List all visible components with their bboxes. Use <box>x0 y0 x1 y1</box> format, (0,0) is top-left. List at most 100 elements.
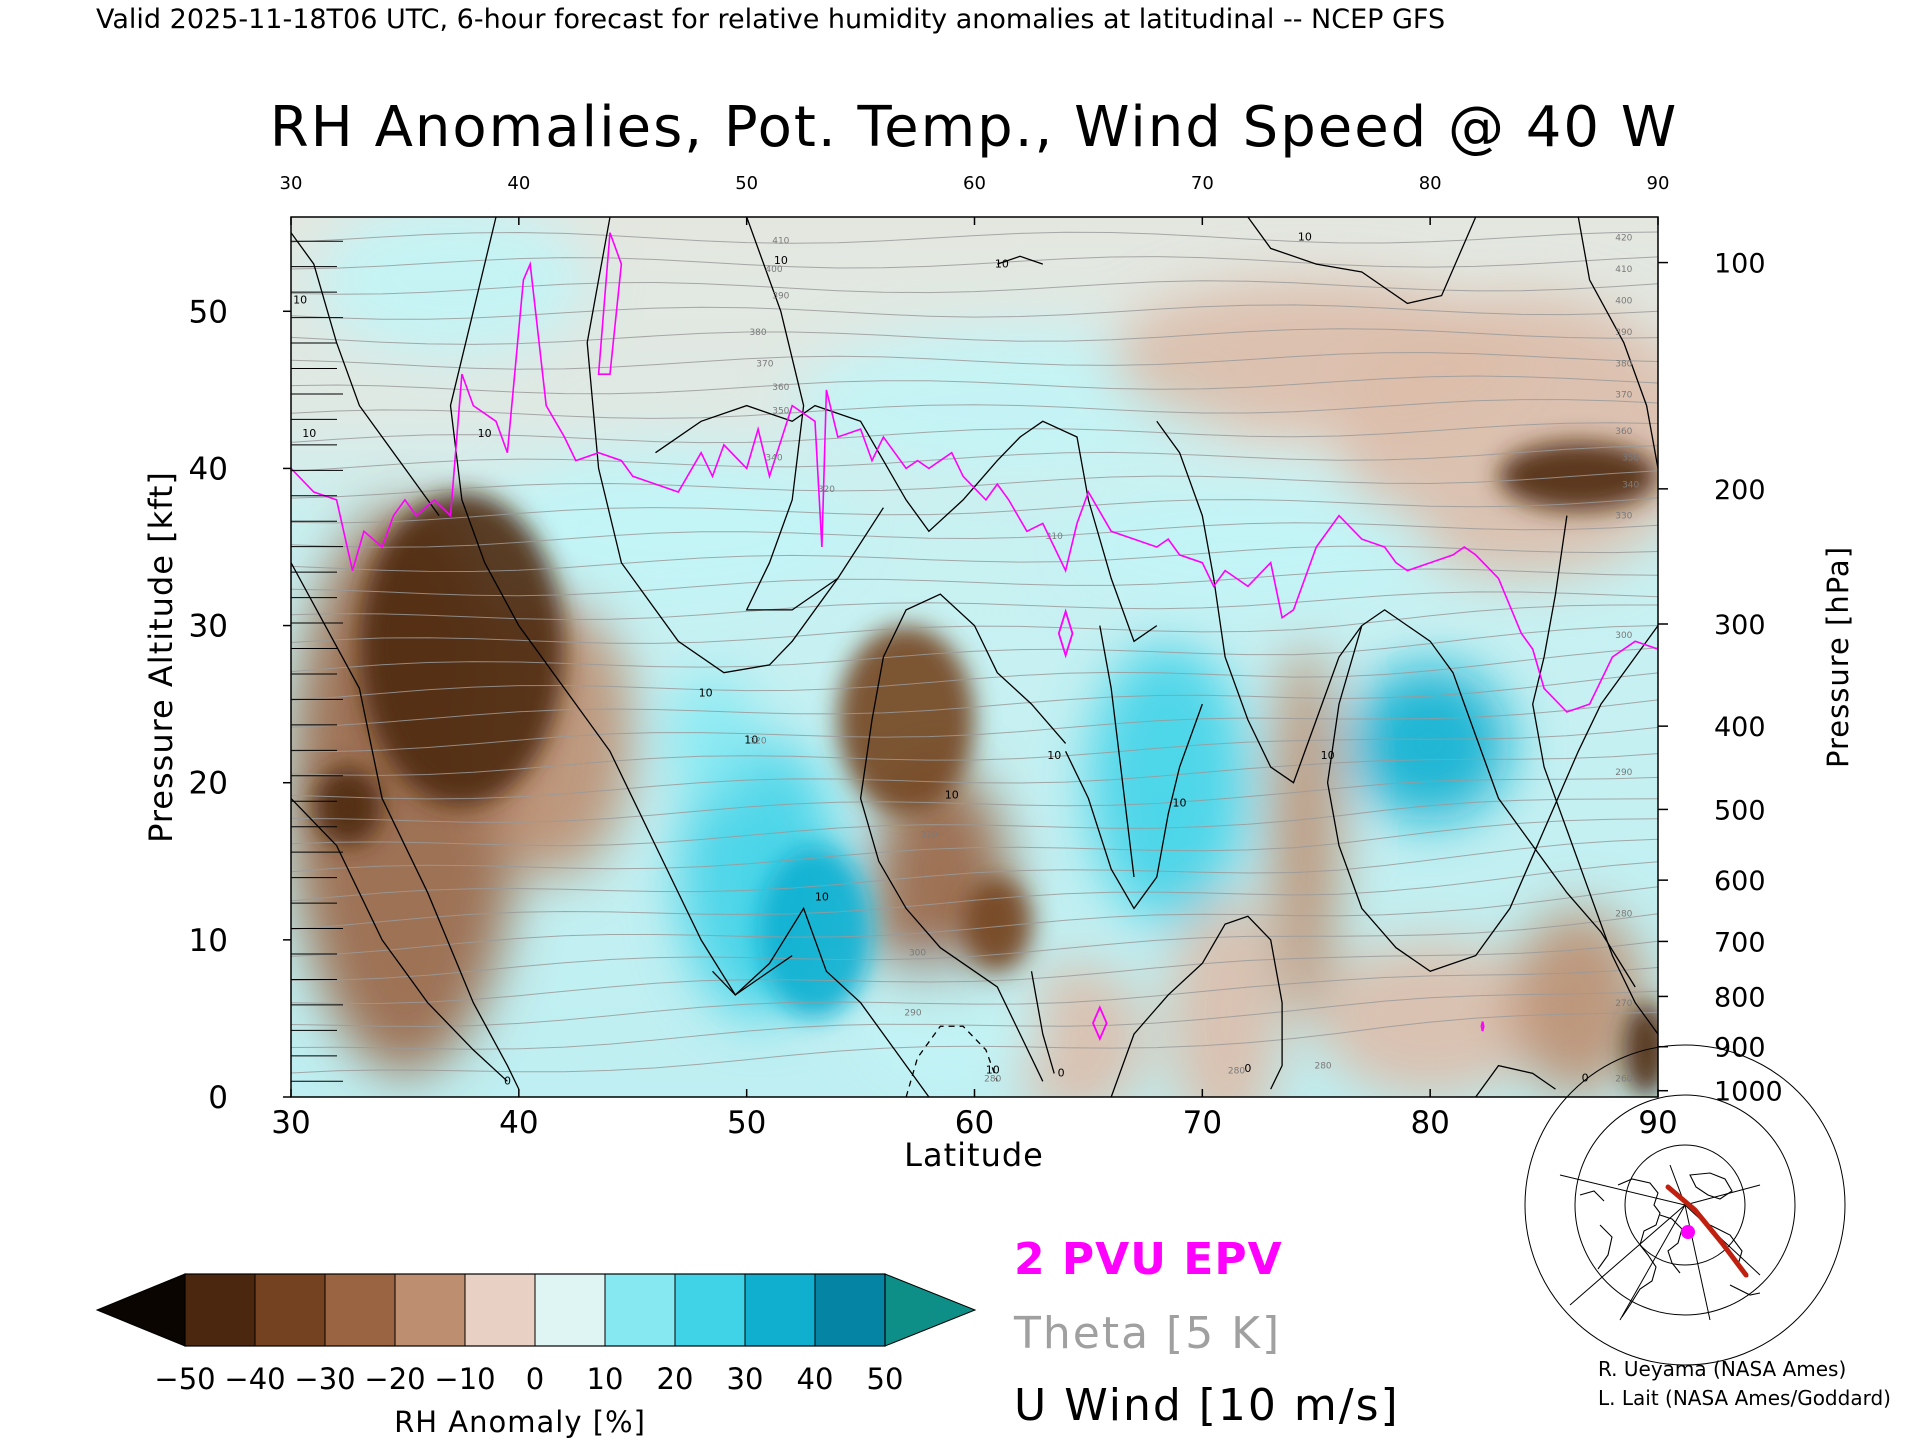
rh-blob-4 <box>837 625 975 815</box>
contour-label-31: 370 <box>1615 391 1632 401</box>
contour-label-47: 280 <box>1228 1066 1245 1076</box>
y-tick-label-2: 20 <box>189 766 228 802</box>
contour-label-2: 10 <box>478 427 492 440</box>
rh-blob-19 <box>1350 664 1510 822</box>
x-tick-label-2: 50 <box>727 1105 766 1141</box>
theta-contour-20 <box>291 545 1658 573</box>
y-tick-label-4: 40 <box>189 451 228 487</box>
contour-label-19: 400 <box>765 265 782 275</box>
contour-label-14: 0 <box>504 1074 511 1087</box>
contour-label-17: 0 <box>1582 1071 1589 1084</box>
contour-label-46: 280 <box>984 1074 1001 1084</box>
contour-label-39: 290 <box>1615 768 1632 778</box>
colorbar-tick-8: 30 <box>727 1362 764 1396</box>
theta-contour-3 <box>291 940 1658 1005</box>
theta-contour-2 <box>291 967 1658 1028</box>
x-tick-label-top-0: 30 <box>280 173 303 194</box>
credit-line-1: R. Ueyama (NASA Ames) <box>1598 1357 1846 1381</box>
y-axis-label: Pressure Altitude [kft] <box>142 471 180 843</box>
theta-contour-5 <box>291 886 1658 957</box>
p-tick-label-6: 700 <box>1714 927 1766 958</box>
contour-label-22: 370 <box>756 359 773 369</box>
wind-contour-11 <box>1156 420 1363 784</box>
colorbar: −50 −40 −30 −20 −10 0 10 20 30 40 50 <box>95 1273 977 1396</box>
p-tick-label-2: 300 <box>1714 610 1766 641</box>
colorbar-bin-9 <box>815 1274 886 1346</box>
wind-contour-negative <box>905 1025 998 1097</box>
colorbar-bin-0 <box>185 1274 256 1346</box>
wind-contour-4 <box>586 217 884 674</box>
colorbar-bin-3 <box>395 1274 466 1346</box>
wind-contour-12 <box>1065 703 1203 910</box>
contour-label-16: 0 <box>1244 1062 1251 1075</box>
theta-contour-9 <box>291 798 1658 847</box>
theta-contour-4 <box>291 913 1658 981</box>
contour-label-28: 400 <box>1615 296 1632 306</box>
wind-contours <box>291 217 1658 1097</box>
p-tick-label-1: 200 <box>1714 475 1766 506</box>
theta-contour-30 <box>291 304 1658 320</box>
chart-title: RH Anomalies, Pot. Temp., Wind Speed @ 4… <box>270 95 1678 160</box>
legend-theta: Theta [5 K] <box>1013 1308 1281 1359</box>
wind-contour-18 <box>1110 962 1203 1097</box>
contour-label-25: 340 <box>765 454 782 464</box>
contour-label-12: 10 <box>986 1063 1000 1076</box>
contour-labels: 10 10 10 10 10 10 10 10 10 10 10 10 10 10 0 0 0 0 410 400 39… <box>293 231 1639 1088</box>
contour-label-36: 320 <box>818 485 835 495</box>
x-tick-label-top-3: 60 <box>963 173 986 194</box>
epv-loop-2 <box>1480 1021 1485 1032</box>
p-tick-label-5: 600 <box>1714 866 1766 897</box>
theta-contour-15 <box>291 647 1658 701</box>
epv-2pvu-line <box>291 232 1658 1042</box>
contour-label-11: 10 <box>1321 749 1335 762</box>
rh-blob-12 <box>1623 1002 1658 1097</box>
colorbar-label: RH Anomaly [%] <box>394 1405 646 1439</box>
contour-label-27: 410 <box>1615 265 1632 275</box>
p-tick-label-7: 800 <box>1714 982 1766 1013</box>
rh-blob-2 <box>313 767 383 846</box>
colorbar-tick-6: 10 <box>587 1362 624 1396</box>
epv-loop-1 <box>1091 1005 1108 1042</box>
contour-label-48: 280 <box>1314 1062 1331 1072</box>
p-tick-label-4: 500 <box>1714 795 1766 826</box>
colorbar-bin-pos0 <box>535 1274 605 1346</box>
colorbar-high-arrow <box>884 1273 977 1347</box>
wind-contour-16 <box>1532 515 1658 1035</box>
wind-contour-8 <box>997 255 1044 265</box>
contour-label-9: 10 <box>1047 749 1061 762</box>
colorbar-tick-3: −20 <box>364 1362 425 1396</box>
contour-label-4: 10 <box>995 257 1009 270</box>
contour-label-26: 420 <box>1615 234 1632 244</box>
colorbar-tick-7: 20 <box>657 1362 694 1396</box>
rh-blob-18 <box>1088 641 1248 925</box>
x-tick-label-1: 40 <box>499 1105 538 1141</box>
colorbar-low-arrow <box>95 1273 186 1347</box>
wind-contour-15 <box>1577 217 1658 469</box>
colorbar-bin-6 <box>605 1274 676 1346</box>
contour-label-20: 390 <box>772 292 789 302</box>
wind-contour-9 <box>1247 217 1477 305</box>
y-tick-label-1: 10 <box>189 923 228 959</box>
rh-blob-7 <box>1008 963 1146 1097</box>
rh-blob-16 <box>758 845 872 1019</box>
theta-contour-1 <box>291 990 1658 1050</box>
epv-spike <box>597 232 623 375</box>
contour-label-38: 300 <box>1615 631 1632 641</box>
rh-blob-21 <box>496 452 861 610</box>
contour-label-6: 10 <box>699 686 713 699</box>
theta-contour-12 <box>291 726 1658 776</box>
contour-label-43: 320 <box>749 736 766 746</box>
rh-blob-6 <box>963 877 1032 972</box>
contour-label-49: 310 <box>920 831 937 841</box>
theta-contour-16 <box>291 625 1658 673</box>
legend-uwind: U Wind [10 m/s] <box>1014 1380 1400 1431</box>
x-tick-label-6: 90 <box>1638 1105 1677 1141</box>
inset-track <box>1665 1184 1749 1278</box>
contour-label-0: 10 <box>293 293 307 306</box>
contour-label-29: 390 <box>1615 328 1632 338</box>
theta-contour-24 <box>291 445 1658 472</box>
theta-contour-0 <box>291 1012 1658 1074</box>
theta-contour-28 <box>291 352 1658 370</box>
wind-contour-1 <box>291 797 508 1082</box>
